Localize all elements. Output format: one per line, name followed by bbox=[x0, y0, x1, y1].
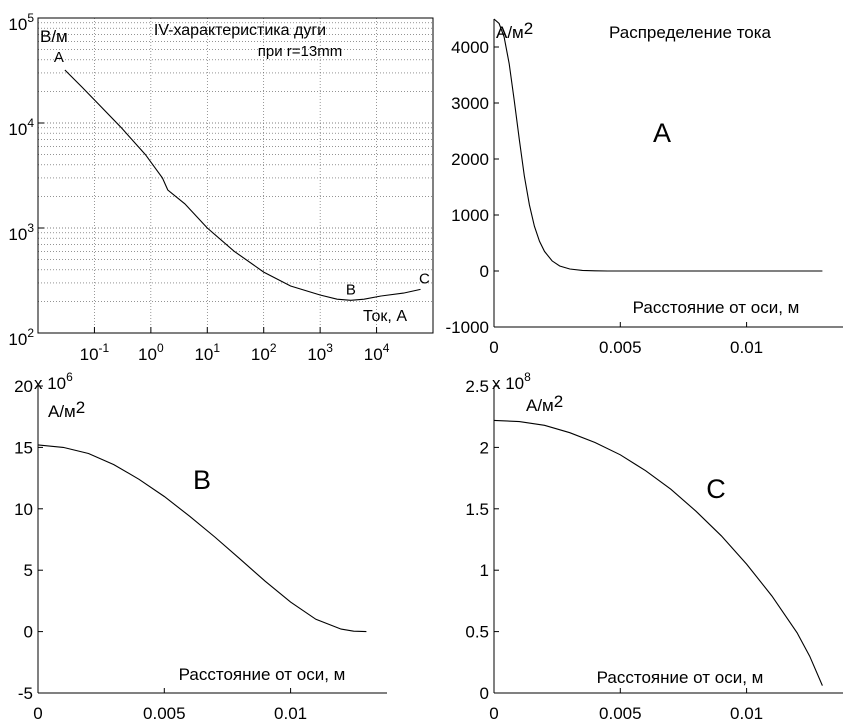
iv-curve bbox=[64, 69, 421, 301]
y-tick-label: 2000 bbox=[451, 150, 489, 169]
x-axis-label: Расстояние от оси, м bbox=[179, 665, 346, 684]
distribution-curve bbox=[37, 444, 367, 633]
iv-characteristic-panel: 102 103 104 105 10-1 100 101 102 103 104 A B C В/м IV-… bbox=[8, 11, 434, 364]
y-tick-label: 0 bbox=[480, 684, 489, 703]
panel-label: B bbox=[193, 465, 211, 495]
x-tick-label: 0.005 bbox=[599, 704, 642, 721]
chart-title: IV-характеристика дуги bbox=[154, 22, 326, 39]
x-axis-label: Расстояние от оси, м bbox=[633, 298, 800, 317]
distribution-curve bbox=[493, 18, 823, 272]
y-tick-label: 10 bbox=[14, 500, 33, 519]
x-axis-label: Расстояние от оси, м bbox=[597, 668, 764, 687]
point-label-a: A bbox=[54, 49, 64, 66]
y-tick-label: 103 bbox=[8, 221, 34, 244]
y-tick-label: 3000 bbox=[451, 94, 489, 113]
x-tick-label: 104 bbox=[364, 341, 390, 364]
y-tick-label: 2.5 bbox=[465, 377, 489, 396]
plot-frame bbox=[37, 17, 434, 334]
x-tick-label: 102 bbox=[251, 341, 277, 364]
chart-subtitle: при r=13mm bbox=[258, 43, 342, 60]
y-tick-label: 104 bbox=[8, 116, 34, 139]
x-tick-label: 0 bbox=[489, 338, 498, 357]
y-tick-label: 0 bbox=[480, 262, 489, 281]
x-tick-label: 0.005 bbox=[599, 338, 642, 357]
chart-title: Распределение тока bbox=[609, 23, 772, 42]
y-tick-label: 0 bbox=[24, 623, 33, 642]
y-tick-label: 2 bbox=[480, 438, 489, 457]
x-tick-label: 103 bbox=[307, 341, 333, 364]
y-tick-label: -1000 bbox=[446, 318, 489, 337]
x-tick-label: 0.005 bbox=[143, 704, 186, 721]
y-tick-label: 1 bbox=[480, 561, 489, 580]
x-tick-label: 101 bbox=[194, 341, 220, 364]
x-tick-label: 0 bbox=[33, 704, 42, 721]
x-tick-label: 0.01 bbox=[730, 704, 763, 721]
panel-label: C bbox=[706, 474, 726, 504]
y-tick-label: 105 bbox=[8, 11, 34, 34]
panel-label: A bbox=[653, 118, 671, 148]
x-tick-label: 100 bbox=[138, 341, 164, 364]
x-tick-label: 0.01 bbox=[730, 338, 763, 357]
y-tick-label: 15 bbox=[14, 438, 33, 457]
y-axis-label: А/м2 bbox=[48, 398, 85, 421]
y-tick-label: 1.5 bbox=[465, 500, 489, 519]
multiplier-label: x 108 bbox=[492, 370, 531, 393]
y-tick-label: 1000 bbox=[451, 206, 489, 225]
y-tick-label: 5 bbox=[24, 561, 33, 580]
y-axis-label: В/м bbox=[40, 27, 68, 46]
y-tick-label: 102 bbox=[8, 326, 34, 349]
current-distribution-c-panel: 0 0.5 1 1.5 2 2.5 0 0.005 0.01 Расстояние от оси,… bbox=[465, 370, 843, 721]
point-label-b: B bbox=[346, 281, 356, 298]
point-label-c: C bbox=[419, 270, 430, 287]
x-tick-label: 0 bbox=[489, 704, 498, 721]
x-tick-label: 0.01 bbox=[274, 704, 307, 721]
x-axis-label: Ток, А bbox=[363, 308, 407, 325]
y-tick-label: 20 bbox=[14, 377, 33, 396]
y-tick-label: -5 bbox=[18, 684, 33, 703]
y-tick-label: 4000 bbox=[451, 38, 489, 57]
multiplier-label: x 106 bbox=[34, 370, 73, 393]
y-tick-label: 0.5 bbox=[465, 623, 489, 642]
y-axis-label: А/м2 bbox=[526, 392, 563, 415]
distribution-curve bbox=[493, 419, 823, 686]
x-tick-label: 10-1 bbox=[80, 341, 110, 364]
y-axis-label: А/м2 bbox=[496, 19, 533, 42]
